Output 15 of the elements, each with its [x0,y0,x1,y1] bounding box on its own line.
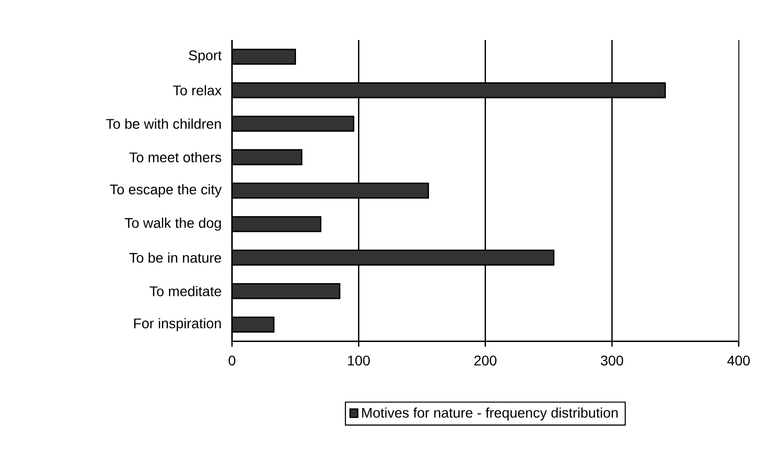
y-tick-label: Sport [188,50,222,64]
x-tick-label: 300 [600,356,624,366]
legend-label: Motives for nature - frequency distribution [362,407,618,421]
x-tick-label: 0 [228,356,236,366]
y-tick-label: To meet others [129,152,222,162]
x-tick-label: 100 [348,356,370,366]
x-tick-label: 400 [727,356,750,366]
y-tick-label: To walk the dog [124,218,221,231]
y-tick-label: For inspiration [134,318,221,332]
y-tick-label: To relax [173,85,222,96]
y-tick-label: To be in nature [129,252,222,263]
x-tick-label: 200 [474,356,496,366]
y-tick-label: To escape the city [110,184,222,198]
y-tick-label: To be with children [106,118,221,129]
y-tick-label: To meditate [150,286,222,296]
